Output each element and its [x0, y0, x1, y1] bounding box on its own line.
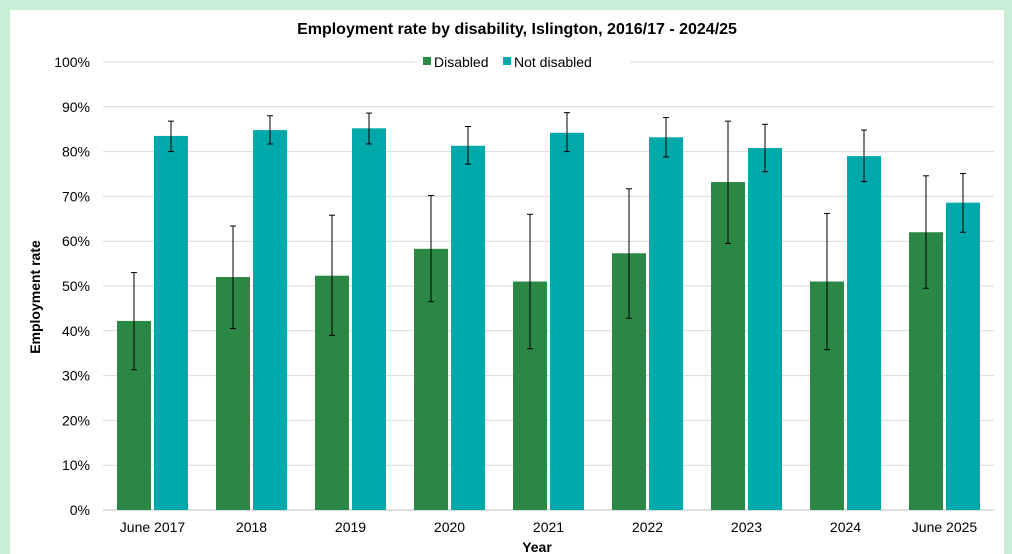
error-bars [131, 112, 966, 371]
chart-frame: Employment rate by disability, Islington… [10, 10, 1004, 554]
error-bar-not-disabled-2019 [366, 112, 372, 145]
error-bar-disabled-2018 [230, 225, 236, 330]
x-tick-label-2019: 2019 [335, 519, 366, 535]
employment-rate-chart: Employment rate by disability, Islington… [27, 21, 994, 554]
error-bar-disabled-june-2017 [131, 272, 137, 371]
y-tick-label-80: 80% [62, 144, 90, 160]
gridlines: 0% 10% 20% 30% 40% 50% 60% 70% 80% 90% 100% [54, 54, 994, 518]
y-tick-label-50: 50% [62, 278, 90, 294]
bar-not-disabled-2022 [649, 137, 683, 510]
legend-background [415, 52, 630, 72]
legend: Disabled Not disabled [415, 52, 630, 72]
legend-label-not-disabled: Not disabled [514, 54, 592, 70]
x-tick-label-2022: 2022 [632, 519, 663, 535]
bar-not-disabled-2020 [451, 145, 485, 510]
legend-swatch-disabled [423, 57, 431, 65]
error-bar-not-disabled-2021 [564, 112, 570, 153]
y-tick-label-40: 40% [62, 323, 90, 339]
error-bar-disabled-2024 [824, 212, 830, 351]
error-bar-not-disabled-june-2017 [168, 120, 174, 153]
y-tick-label-30: 30% [62, 368, 90, 384]
x-axis-title: Year [522, 539, 552, 554]
x-tick-label-2021: 2021 [533, 519, 564, 535]
error-bar-disabled-2021 [527, 213, 533, 350]
error-bar-disabled-june-2025 [923, 175, 929, 289]
bar-not-disabled-june-2017 [154, 135, 188, 511]
bar-not-disabled-2024 [847, 156, 881, 510]
bar-not-disabled-2019 [352, 128, 386, 510]
y-tick-label-20: 20% [62, 412, 90, 428]
error-bar-not-disabled-2023 [762, 123, 768, 173]
error-bar-disabled-2022 [626, 188, 632, 319]
x-tick-label-june-2025: June 2025 [912, 519, 978, 535]
bar-not-disabled-2021 [550, 132, 584, 510]
y-tick-label-70: 70% [62, 188, 90, 204]
error-bar-disabled-2023 [725, 120, 731, 244]
error-bar-not-disabled-2022 [663, 117, 669, 158]
x-tick-label-2018: 2018 [236, 519, 267, 535]
y-tick-label-100: 100% [54, 54, 90, 70]
x-tick-label-2023: 2023 [731, 519, 762, 535]
bars [117, 128, 980, 511]
bar-not-disabled-2023 [748, 148, 782, 511]
error-bar-not-disabled-2018 [267, 115, 273, 145]
x-tick-labels: June 2017 2018 2019 2020 2021 2022 2023 2024 Jun… [120, 519, 978, 535]
y-tick-label-10: 10% [62, 457, 90, 473]
y-tick-label-90: 90% [62, 99, 90, 115]
bar-not-disabled-2018 [253, 130, 287, 510]
error-bar-not-disabled-june-2025 [960, 173, 966, 233]
bar-not-disabled-june-2025 [946, 202, 980, 510]
error-bar-disabled-2019 [329, 214, 335, 336]
x-tick-label-2024: 2024 [830, 519, 861, 535]
error-bar-not-disabled-2024 [861, 129, 867, 183]
x-tick-label-2020: 2020 [434, 519, 465, 535]
y-tick-label-60: 60% [62, 233, 90, 249]
chart-title: Employment rate by disability, Islington… [297, 21, 737, 38]
legend-swatch-not-disabled [503, 57, 511, 65]
error-bar-disabled-2020 [428, 195, 434, 303]
x-tick-label-june-2017: June 2017 [120, 519, 186, 535]
y-axis-title: Employment rate [27, 240, 43, 354]
legend-label-disabled: Disabled [434, 54, 488, 70]
error-bar-not-disabled-2020 [465, 126, 471, 165]
y-tick-label-0: 0% [70, 502, 90, 518]
